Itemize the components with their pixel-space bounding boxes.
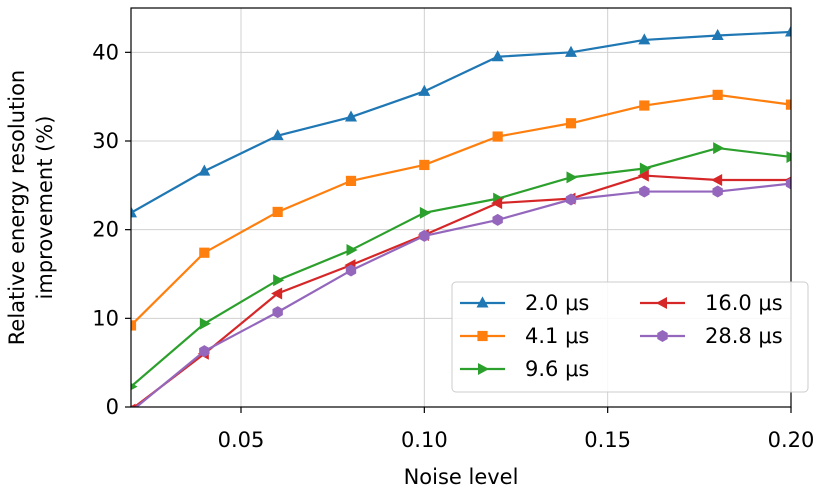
marker [271, 287, 283, 300]
marker [785, 99, 791, 110]
marker [198, 164, 211, 176]
series-line [132, 174, 791, 407]
y-tick-label: 10 [92, 306, 119, 330]
marker [345, 110, 357, 122]
marker [492, 213, 503, 226]
marker [492, 131, 503, 142]
marker [639, 100, 650, 111]
marker [785, 25, 791, 37]
marker [272, 206, 283, 218]
plot-frame [130, 7, 792, 408]
marker [657, 330, 668, 342]
marker [345, 175, 357, 186]
marker [713, 142, 725, 155]
marker [419, 159, 430, 171]
x-tick-label: 0.05 [218, 428, 265, 452]
marker [566, 171, 578, 184]
legend-label: 2.0 μs [525, 291, 589, 315]
marker [418, 84, 431, 96]
marker [477, 330, 488, 342]
marker [712, 185, 723, 198]
marker [711, 174, 723, 187]
x-tick-label: 0.20 [768, 428, 815, 452]
marker [346, 244, 358, 257]
y-axis-label: improvement (%) [33, 116, 57, 300]
legend-label: 28.8 μs [705, 324, 783, 348]
y-axis-label: Relative energy resolution [5, 70, 29, 345]
x-axis-label: Noise level [404, 465, 519, 489]
marker [491, 50, 504, 62]
marker [639, 185, 650, 198]
legend-box [451, 281, 809, 393]
marker [131, 206, 137, 218]
plot-area [131, 25, 791, 407]
marker [131, 320, 137, 331]
marker [638, 33, 651, 45]
marker [565, 45, 577, 57]
marker [711, 28, 724, 40]
marker [476, 296, 489, 308]
series-line [131, 146, 791, 388]
y-tick-label: 0 [106, 395, 119, 419]
marker [655, 297, 667, 309]
series-line [131, 93, 791, 327]
series-line [131, 30, 791, 214]
marker [273, 274, 285, 287]
marker [565, 193, 577, 206]
marker [419, 206, 431, 219]
marker [199, 247, 210, 258]
marker [345, 264, 357, 277]
marker [565, 118, 577, 129]
x-tick-label: 0.15 [584, 428, 631, 452]
x-tick-label: 0.10 [401, 428, 448, 452]
marker [199, 317, 211, 330]
marker [712, 89, 723, 100]
marker [637, 169, 649, 182]
marker [199, 345, 210, 358]
marker [131, 403, 136, 407]
marker [271, 129, 284, 141]
y-tick-label: 40 [92, 40, 119, 64]
legend: 2.0 μs 4.1 μs 9.6 μs 16.0 μs 28.8 μs [451, 281, 809, 393]
series-line [134, 182, 791, 407]
marker [131, 383, 138, 391]
marker [639, 162, 651, 175]
legend-label: 9.6 μs [525, 357, 589, 381]
legend-label: 4.1 μs [525, 324, 589, 348]
marker [419, 229, 430, 242]
marker [491, 197, 503, 210]
y-tick-label: 20 [92, 218, 119, 242]
marker [786, 150, 791, 163]
marker [478, 363, 490, 375]
y-tick-label: 30 [92, 129, 119, 153]
legend-label: 16.0 μs [705, 291, 783, 315]
marker [785, 177, 791, 190]
marker [272, 306, 283, 319]
